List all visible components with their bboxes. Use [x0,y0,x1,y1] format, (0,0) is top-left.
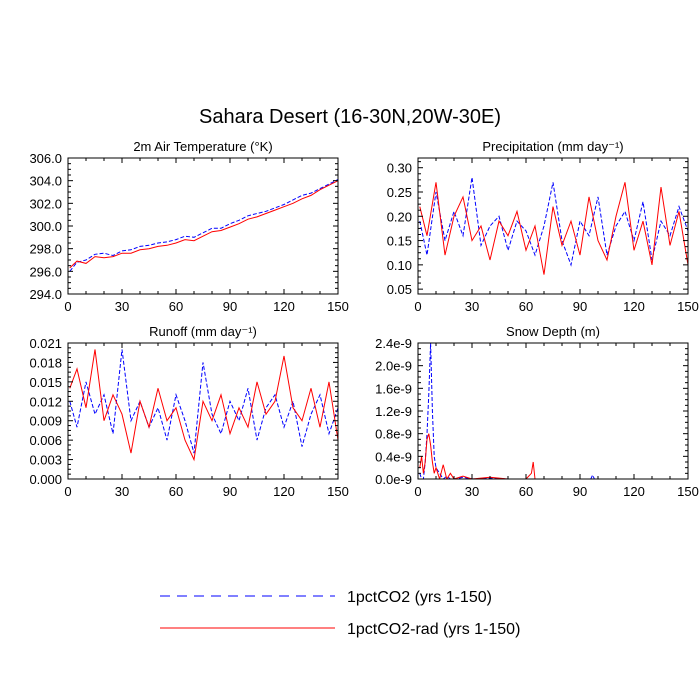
y-tick-label: 294.0 [29,287,62,302]
x-tick-label: 30 [465,299,479,314]
panel-title: Snow Depth (m) [506,324,600,339]
y-tick-label: 0.003 [29,453,62,468]
x-tick-label: 90 [223,299,237,314]
x-tick-label: 60 [519,299,533,314]
y-tick-label: 0.018 [29,355,62,370]
y-tick-label: 0.000 [29,472,62,487]
x-tick-label: 90 [223,484,237,499]
x-tick-label: 150 [677,484,699,499]
series-line-1pctco2-rad-yrs [419,433,688,479]
y-tick-label: 304.0 [29,174,62,189]
y-tick-label: 0.015 [29,375,62,390]
y-tick-label: 0.10 [387,258,412,273]
x-tick-label: 0 [64,299,71,314]
x-tick-label: 120 [623,484,645,499]
x-tick-label: 120 [623,299,645,314]
y-tick-label: 300.0 [29,219,62,234]
x-tick-label: 30 [465,484,479,499]
y-tick-label: 0.25 [387,185,412,200]
panel-precipitation-mm: Precipitation (mm day⁻¹) 0 30 60 90 120 150 0.0… [387,139,699,314]
legend-label-1pctco2-rad: 1pctCO2-rad (yrs 1-150) [347,621,520,638]
x-tick-label: 150 [327,299,349,314]
panel-snow-depth: Snow Depth (m) 0 30 60 90 120 150 0.0e-9 0.4e-9 0… [375,324,699,499]
series-line-1pctco2-rad-yrs [69,180,338,269]
series-line-1pctco2-yrs-1 [69,349,338,454]
x-tick-label: 150 [327,484,349,499]
x-tick-label: 30 [115,299,129,314]
x-tick-label: 90 [573,299,587,314]
series-line-1pctco2-yrs-1 [69,179,338,272]
series-line-1pctco2-rad-yrs [419,182,688,275]
y-tick-label: 0.05 [387,282,412,297]
y-tick-label: 0.4e-9 [375,449,412,464]
x-tick-label: 120 [273,484,295,499]
x-tick-label: 60 [169,299,183,314]
y-tick-label: 0.20 [387,209,412,224]
x-tick-label: 30 [115,484,129,499]
y-tick-label: 1.6e-9 [375,381,412,396]
y-tick-label: 0.8e-9 [375,427,412,442]
y-tick-label: 0.0e-9 [375,472,412,487]
panel-2m-air: 2m Air Temperature (°K) 0 30 60 90 120 150 294.… [29,139,348,314]
y-tick-label: 0.009 [29,414,62,429]
panel-title: 2m Air Temperature (°K) [133,139,272,154]
y-tick-label: 2.0e-9 [375,359,412,374]
series-line-1pctco2-yrs-1 [419,342,688,479]
y-tick-label: 1.2e-9 [375,404,412,419]
panel-title: Precipitation (mm day⁻¹) [482,139,623,154]
x-tick-label: 0 [414,299,421,314]
y-tick-label: 0.15 [387,234,412,249]
y-tick-label: 0.30 [387,161,412,176]
figure-title: Sahara Desert (16-30N,20W-30E) [199,106,501,128]
y-tick-label: 296.0 [29,264,62,279]
panel-title: Runoff (mm day⁻¹) [149,324,257,339]
x-tick-label: 60 [519,484,533,499]
plot-frame [67,157,339,295]
y-tick-label: 302.0 [29,196,62,211]
legend: 1pctCO2 (yrs 1-150) 1pctCO2-rad (yrs 1-1… [160,589,520,638]
panel-runoff-mm: Runoff (mm day⁻¹) 0 30 60 90 120 150 0.000 0.003… [29,324,348,499]
x-tick-label: 60 [169,484,183,499]
y-tick-label: 0.012 [29,394,62,409]
x-tick-label: 0 [414,484,421,499]
y-tick-label: 306.0 [29,151,62,166]
series-line-1pctco2-rad-yrs [69,349,338,462]
y-tick-label: 298.0 [29,242,62,257]
plot-frame [417,342,689,480]
x-tick-label: 0 [64,484,71,499]
x-tick-label: 150 [677,299,699,314]
y-tick-label: 0.021 [29,336,62,351]
plot-frame [417,157,689,295]
y-tick-label: 0.006 [29,433,62,448]
legend-label-1pctco2: 1pctCO2 (yrs 1-150) [347,589,492,606]
series-line-1pctco2-yrs-1 [419,177,688,267]
y-tick-label: 2.4e-9 [375,336,412,351]
x-tick-label: 120 [273,299,295,314]
x-tick-label: 90 [573,484,587,499]
